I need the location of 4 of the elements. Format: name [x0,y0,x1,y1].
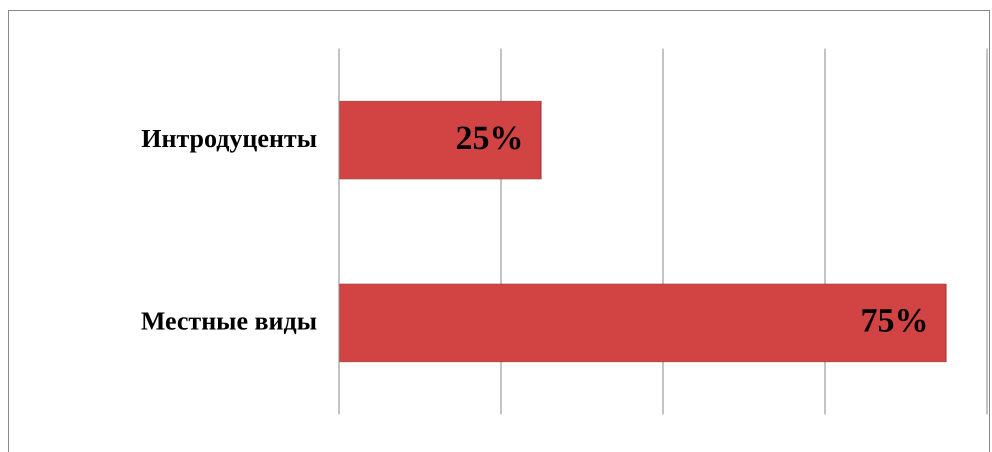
data-label: 75% [860,302,928,340]
data-label: 25% [456,120,524,157]
y-tick-label: Местные виды [140,306,317,336]
y-tick-label: Интродуценты [141,124,317,153]
